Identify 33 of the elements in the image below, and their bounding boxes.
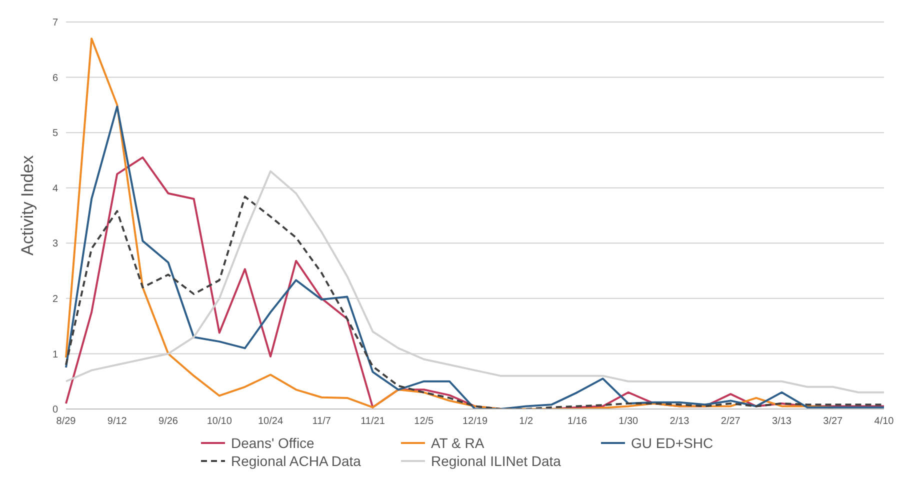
y-tick-label: 6 bbox=[52, 72, 58, 84]
x-tick-label: 2/13 bbox=[670, 416, 690, 428]
y-tick-label: 0 bbox=[52, 404, 58, 416]
x-tick-label: 1/2 bbox=[519, 416, 534, 428]
y-tick-label: 5 bbox=[52, 128, 58, 140]
y-tick-label: 1 bbox=[52, 349, 58, 360]
x-tick-label: 11/7 bbox=[312, 416, 332, 428]
x-tick-label: 10/10 bbox=[206, 416, 232, 428]
x-tick-label: 4/10 bbox=[874, 416, 894, 428]
y-tick-label: 3 bbox=[52, 238, 58, 250]
legend-label: Regional ILINet Data bbox=[431, 453, 561, 469]
x-tick-label: 12/19 bbox=[462, 416, 488, 428]
legend-label: Regional ACHA Data bbox=[231, 453, 361, 469]
x-tick-label: 9/26 bbox=[158, 416, 178, 428]
y-tick-label: 7 bbox=[52, 18, 58, 29]
x-tick-label: 1/30 bbox=[618, 416, 639, 428]
x-tick-label: 3/27 bbox=[823, 416, 844, 428]
x-tick-label: 1/16 bbox=[568, 416, 588, 428]
line-series bbox=[65, 106, 885, 409]
y-axis-title: Activity Index bbox=[18, 154, 38, 256]
y-tick-label: 4 bbox=[52, 183, 58, 194]
legend-label: Deans' Office bbox=[231, 435, 314, 451]
legend-label: GU ED+SHC bbox=[631, 435, 714, 451]
x-tick-label: 9/12 bbox=[107, 416, 128, 428]
legend-label: AT & RA bbox=[431, 435, 484, 451]
x-tick-label: 2/27 bbox=[720, 416, 741, 428]
x-tick-label: 10/24 bbox=[258, 416, 284, 428]
line-series bbox=[65, 38, 834, 409]
x-tick-label: 8/29 bbox=[56, 416, 76, 428]
y-tick-label: 2 bbox=[52, 294, 58, 305]
x-tick-label: 3/13 bbox=[772, 416, 792, 428]
x-tick-label: 11/21 bbox=[360, 416, 386, 428]
x-tick-label: 12/5 bbox=[414, 416, 434, 428]
